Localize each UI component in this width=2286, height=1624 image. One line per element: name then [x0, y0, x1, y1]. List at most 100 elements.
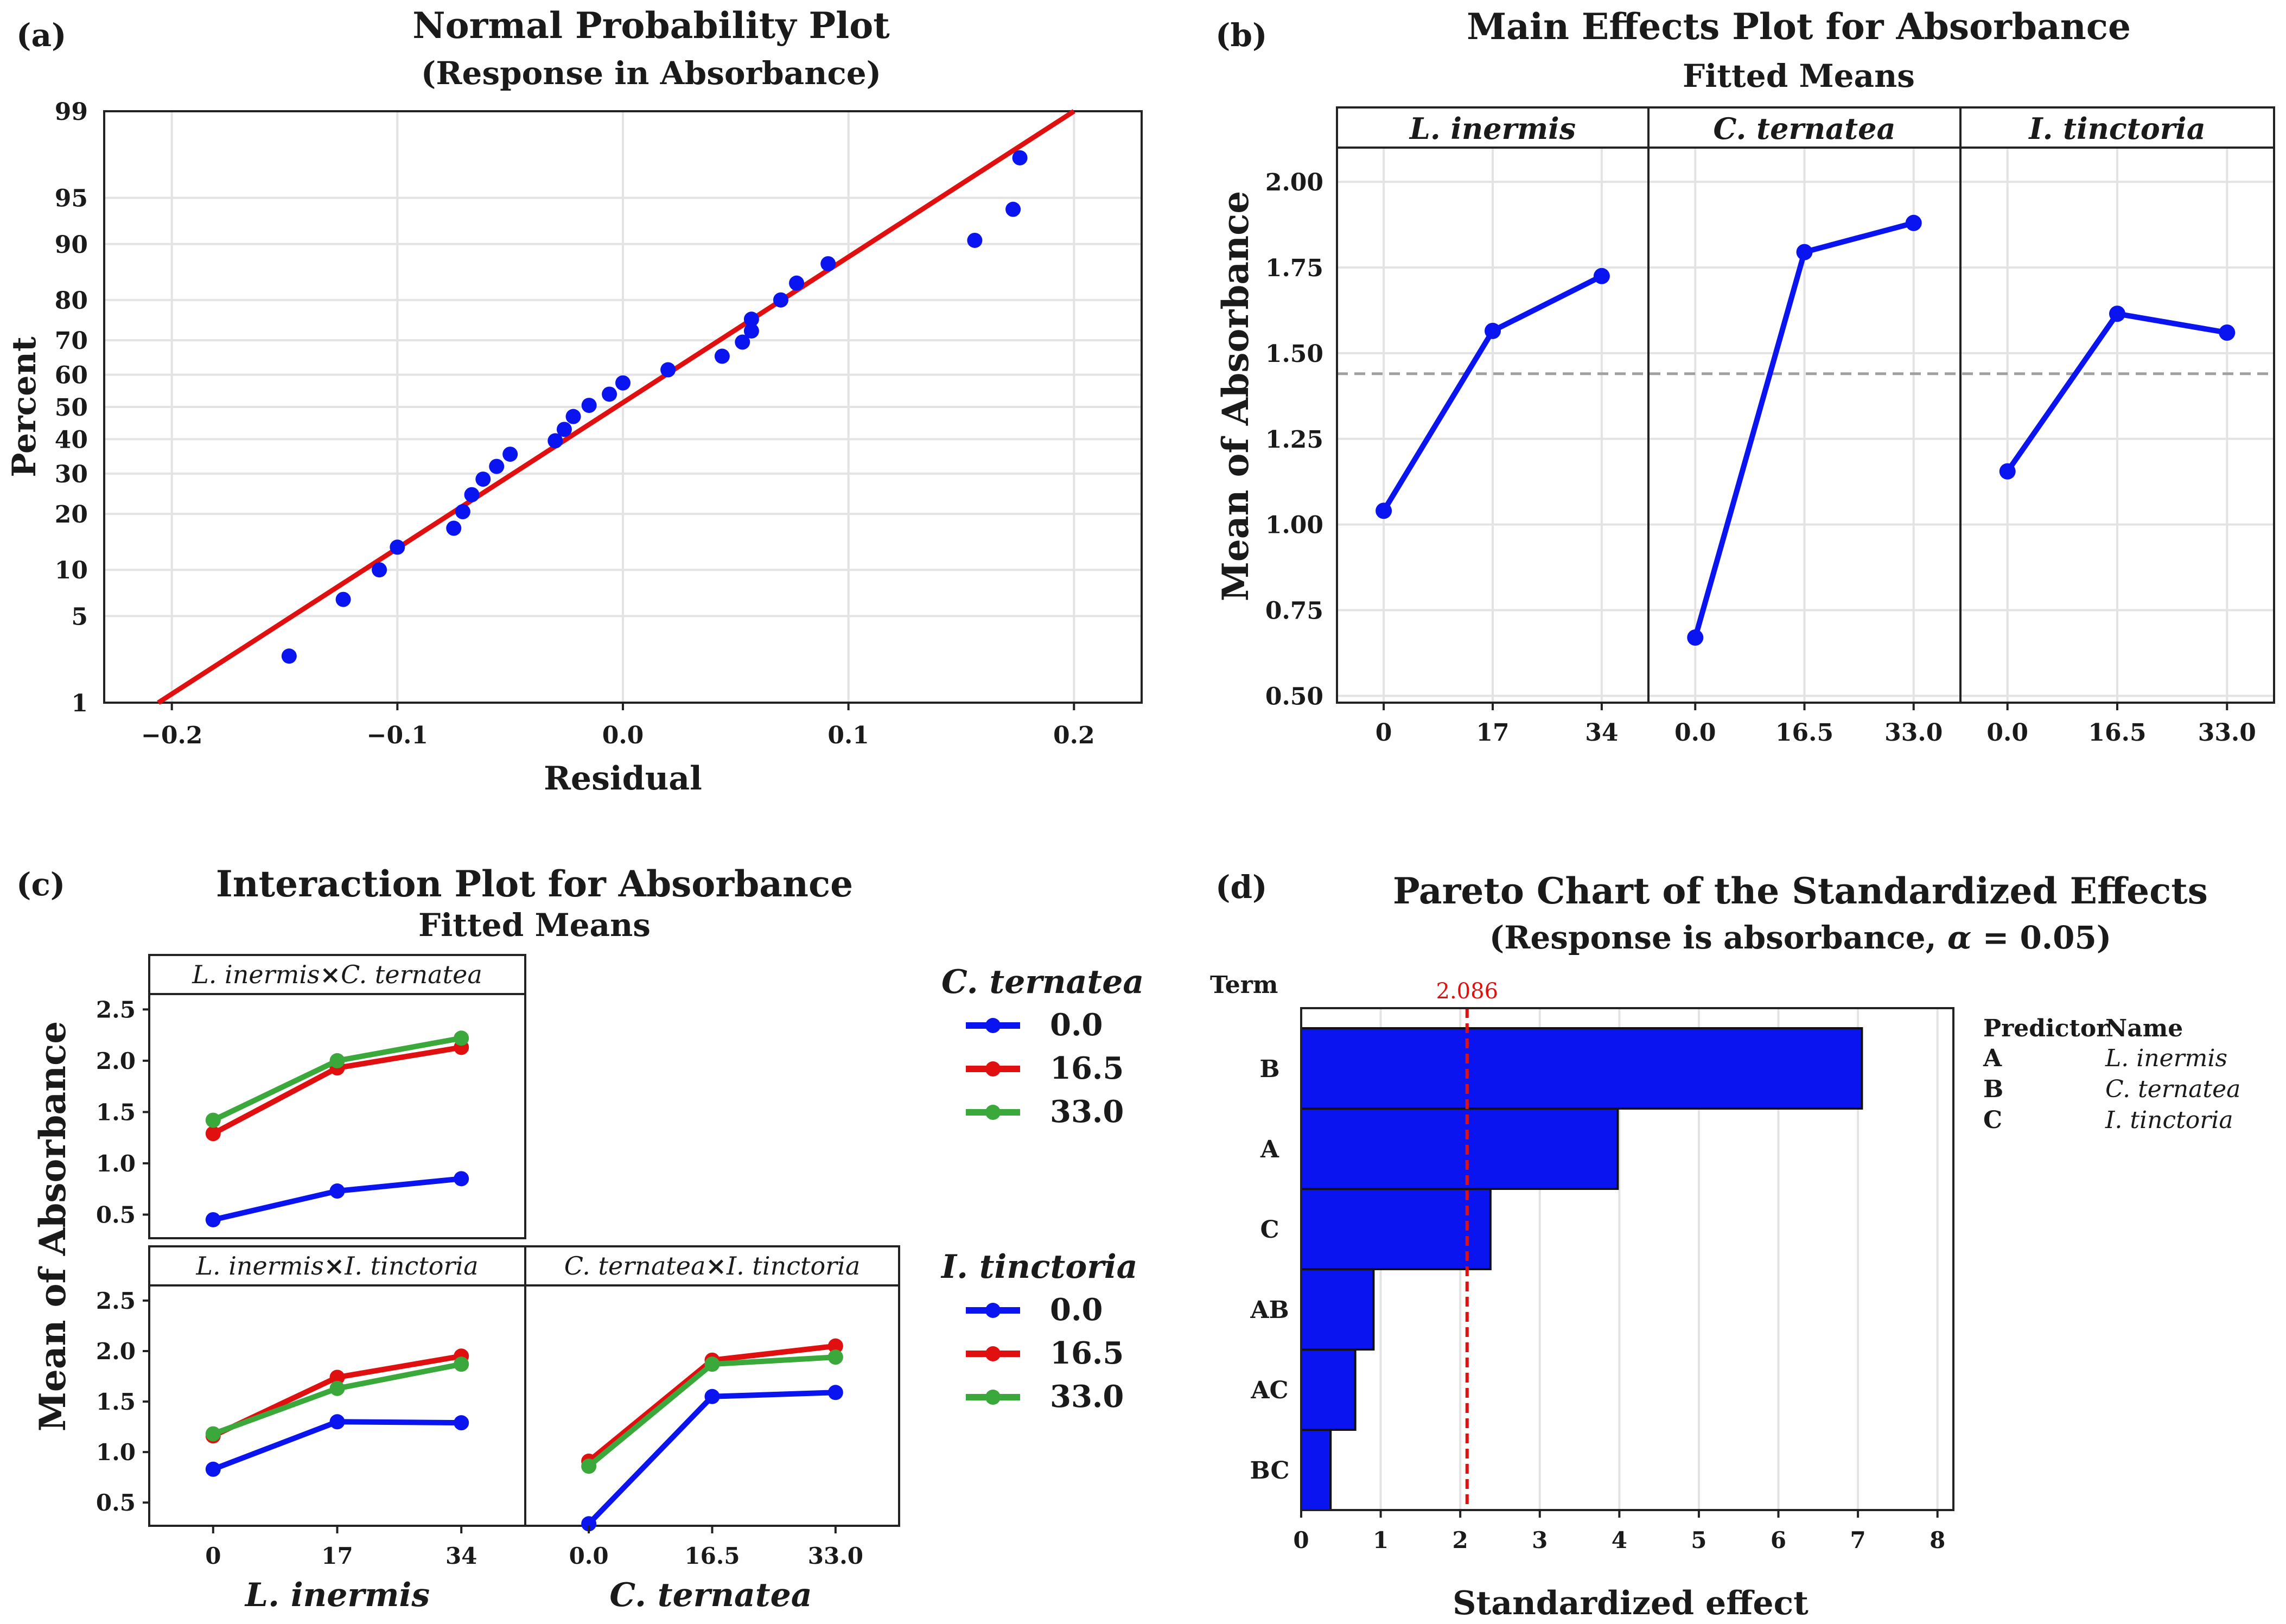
y-tick-label: 60 [55, 362, 88, 390]
subplot-title-factor-b: I. tinctoria [726, 1251, 860, 1281]
interaction-point [581, 1459, 597, 1474]
residual-point [1012, 150, 1028, 165]
interaction-subplot-frame [148, 954, 526, 1239]
factor-strip-label: L. inermis [1409, 111, 1576, 146]
y-tick-label: 0.5 [96, 1202, 136, 1228]
x-tick-label: 3 [1532, 1527, 1548, 1553]
predictor-name-b: C. ternatea [2105, 1075, 2240, 1103]
residual-point [489, 458, 505, 474]
factor-strip-label: C. ternatea [1714, 111, 1896, 146]
panel-a-y-ticks: 1 5 10 20 30 40 50 60 70 80 90 95 99 [55, 98, 88, 717]
panel-b-subtitle: Fitted Means [1683, 58, 1915, 94]
interaction-line [587, 1390, 836, 1526]
residual-point [615, 375, 631, 391]
legend-swatch-marker [985, 1303, 1001, 1318]
legend-entry-label: 16.5 [1050, 1335, 1124, 1371]
subplot-title-times: × [320, 960, 341, 989]
x-tick-label: 0 [1376, 719, 1392, 747]
main-effect-point [2109, 305, 2125, 322]
residual-point [372, 562, 387, 578]
pareto-bar [1300, 1188, 1492, 1270]
x-tick-label: 33.0 [2198, 719, 2256, 747]
panel-a-x-ticks: −0.2 −0.1 0.0 0.1 0.2 [141, 703, 1095, 749]
panel-c-subtitle: Fitted Means [418, 907, 651, 944]
residual-point [660, 362, 676, 378]
subplot-title-factor-a: C. ternatea [564, 1251, 706, 1281]
legend-swatch-marker [985, 1390, 1001, 1405]
panel-d-reference-label: 2.086 [1436, 979, 1499, 1004]
factor-strip-label: I. tinctoria [2028, 111, 2205, 146]
panel-a-y-axis-label: Percent [5, 336, 43, 477]
residual-point [743, 311, 759, 327]
legend-entry-label: 33.0 [1050, 1094, 1124, 1130]
interaction-point [827, 1385, 843, 1400]
y-tick-label: 1.5 [96, 1099, 136, 1125]
y-tick-label: 90 [55, 231, 88, 259]
pareto-bar [1300, 1027, 1863, 1110]
x-tick-label: 17 [1476, 719, 1509, 747]
y-tick-label: 1.50 [1265, 340, 1323, 368]
term-label: A [1260, 1136, 1279, 1163]
x-tick-label: 0.1 [827, 722, 869, 749]
interaction-point [329, 1380, 345, 1396]
panel-d-subtitle-pre: (Response is absorbance, [1489, 919, 1947, 956]
x-tick-label: 0.0 [1986, 719, 2028, 747]
predictor-code-a: A [1983, 1045, 2002, 1072]
main-effect-point [1796, 244, 1813, 260]
interaction-subplot-frame [524, 1245, 900, 1527]
panel-d-x-ticks: 0 1 2 3 4 5 6 7 8 [1293, 1510, 1945, 1553]
y-tick-label: 99 [55, 98, 88, 126]
subplot-title-times: × [324, 1251, 345, 1281]
panel-c-label: (c) [16, 866, 65, 903]
residual-point [335, 591, 351, 607]
y-tick-label: 0.5 [96, 1489, 136, 1516]
x-tick-label: 16.5 [1775, 719, 1833, 747]
legend-swatch-marker [985, 1061, 1001, 1077]
interaction-line [212, 1035, 462, 1123]
interaction-point [827, 1349, 843, 1365]
residual-point [464, 487, 480, 502]
y-tick-label: 10 [55, 557, 88, 584]
subplot-title-factor-a: L. inermis [195, 1251, 323, 1281]
legend-title: I. tinctoria [940, 1248, 1138, 1286]
y-tick-label: 1 [71, 690, 88, 717]
residual-point [581, 398, 597, 413]
residual-point [565, 409, 581, 424]
legend-swatch-marker [985, 1105, 1001, 1120]
residual-point [475, 472, 491, 487]
panel-d: (d) Pareto Chart of the Standardized Eff… [1210, 869, 2240, 1622]
interaction-point [329, 1183, 345, 1199]
residual-point [556, 422, 572, 437]
y-tick-label: 20 [55, 501, 88, 528]
panel-a-fit-line [157, 109, 1075, 705]
x-tick-label: 6 [1771, 1527, 1786, 1553]
y-tick-label: 1.0 [96, 1439, 136, 1466]
residual-point [820, 256, 836, 272]
panel-a: (a) Normal Probability Plot (Response in… [5, 4, 1143, 798]
x-tick-label: 17 [321, 1543, 353, 1569]
panel-a-subtitle: (Response in Absorbance) [421, 55, 881, 92]
interaction-point [329, 1053, 345, 1068]
panel-c: (c) Interaction Plot for Absorbance Fitt… [16, 863, 1144, 1614]
subplot-title-factor-b: C. ternatea [341, 960, 482, 989]
predictor-name-a: L. inermis [2105, 1045, 2227, 1072]
panel-d-term-label: Term [1210, 971, 1278, 999]
panel-c-y-ticks: 0.5 1.0 1.5 2.0 2.5 0.5 1.0 1.5 2.0 2.5 [96, 996, 149, 1516]
term-label: BC [1250, 1457, 1289, 1485]
main-effect-point [2219, 324, 2236, 341]
legend-swatch-marker [985, 1346, 1001, 1361]
residual-point [502, 447, 518, 462]
residual-point [390, 539, 405, 555]
term-label: AB [1250, 1296, 1289, 1324]
interaction-point [454, 1356, 469, 1372]
interaction-line [587, 1354, 836, 1469]
y-tick-label: 70 [55, 327, 88, 355]
residual-point [602, 386, 617, 402]
panel-b-y-axis-label: Mean of Absorbance [1214, 191, 1257, 602]
interaction-point [704, 1356, 720, 1372]
y-tick-label: 30 [55, 461, 88, 488]
x-tick-label: 0.0 [1674, 719, 1716, 747]
residual-point [789, 275, 805, 291]
predictor-name-c: I. tinctoria [2105, 1106, 2233, 1134]
residual-point [735, 334, 750, 350]
